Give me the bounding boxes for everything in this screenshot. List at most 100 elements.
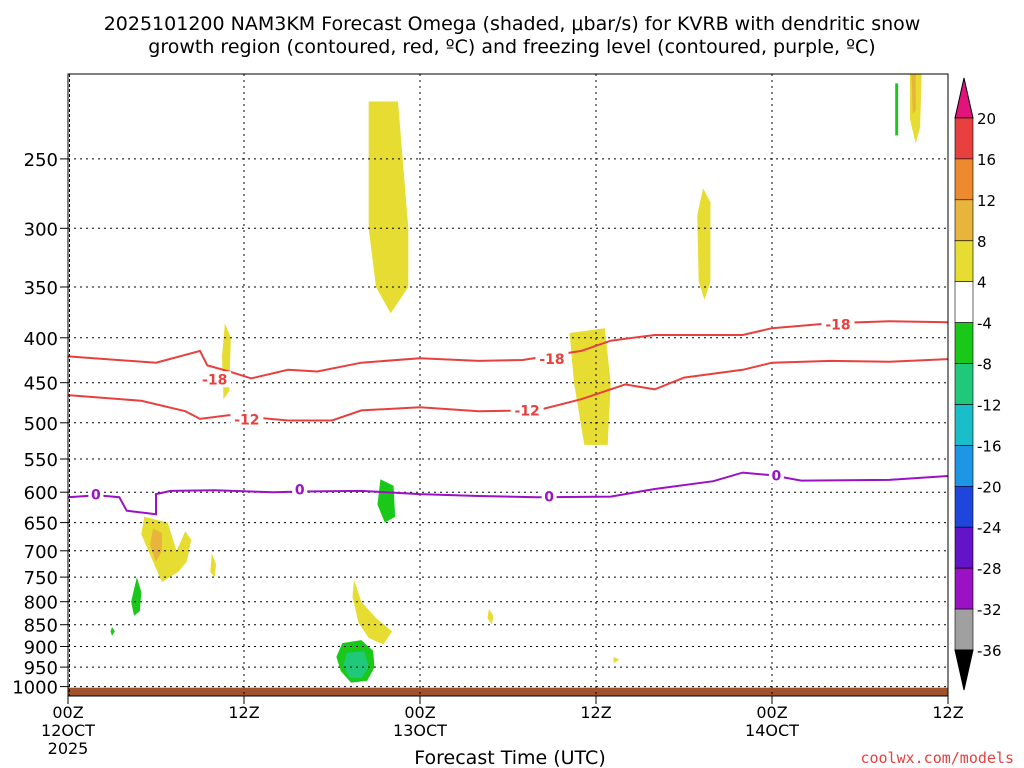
dgz-contour-label-1-1: -12 <box>514 403 539 419</box>
y-tick-label-750: 750 <box>24 568 58 589</box>
x-axis-label: Forecast Time (UTC) <box>414 747 605 768</box>
x-tick-label-5-0: 12Z <box>932 703 963 722</box>
x-tick-label-3-0: 12Z <box>580 703 611 722</box>
freezing-contour-label-0-1: 0 <box>295 483 305 499</box>
colorbar-seg-10 <box>954 526 974 569</box>
omega-region-8 <box>487 608 494 625</box>
freezing-contour-label-0-0: 0 <box>91 488 101 504</box>
omega-region-3 <box>909 74 922 144</box>
colorbar-label-2: 12 <box>977 192 996 210</box>
colorbar-seg-6 <box>954 363 974 405</box>
dgz-contour-label-0-0: -18 <box>202 372 227 388</box>
colorbar-label-11: -28 <box>977 560 1002 578</box>
colorbar-label-3: 8 <box>977 233 987 251</box>
x-tick-label-4-1: 14OCT <box>745 721 799 740</box>
y-tick-label-900: 900 <box>24 638 58 659</box>
freezing-contour-line-0 <box>67 471 949 516</box>
y-tick-label-450: 450 <box>24 374 58 395</box>
freezing-contours: 0 0 0 0 <box>67 467 949 516</box>
colorbar-label-5: -4 <box>977 315 992 333</box>
colorbar-label-7: -12 <box>977 397 1002 415</box>
colorbar-seg-2 <box>954 199 974 242</box>
y-tick-label-550: 550 <box>24 450 58 471</box>
colorbar-seg-3 <box>954 240 974 283</box>
y-tick-label-400: 400 <box>24 329 58 350</box>
colorbar: 20 16 12 8 4 -4 -8 -12 -16 -20 -24 -28 -32 -36 <box>954 77 1002 691</box>
ground-fill <box>68 687 948 696</box>
x-tick-label-2-1: 13OCT <box>393 721 447 740</box>
omega-region-11 <box>911 74 916 114</box>
dgz-contour-label-bg-0-0 <box>198 371 232 388</box>
dgz-contour-label-bg-1-1 <box>510 402 544 419</box>
colorbar-label-12: -32 <box>977 601 1002 619</box>
colorbar-label-9: -20 <box>977 478 1002 496</box>
x-tick-label-4-0: 00Z <box>756 703 787 722</box>
omega-region-13 <box>131 577 142 616</box>
chart-title-line2: growth region (contoured, red, ºC) and f… <box>148 36 875 58</box>
omega-region-0 <box>368 101 409 314</box>
dgz-contour-line-1 <box>67 358 949 422</box>
y-tick-label-300: 300 <box>24 219 58 240</box>
y-tick-label-350: 350 <box>24 278 58 299</box>
omega-region-1 <box>569 328 611 445</box>
colorbar-label-10: -24 <box>977 519 1002 537</box>
colorbar-seg-11 <box>954 567 974 610</box>
plot-area: -18 -18 -18 -12 -12 0 0 0 0 <box>67 73 949 697</box>
y-tick-label-250: 250 <box>24 150 58 171</box>
colorbar-label-4: 4 <box>977 274 987 292</box>
omega-region-10 <box>150 528 162 562</box>
freezing-contour-label-bg-0-0 <box>88 486 104 503</box>
omega-region-6 <box>210 553 217 578</box>
colorbar-label-1: 16 <box>977 151 996 169</box>
grid-lines <box>68 74 948 696</box>
dgz-contour-label-bg-0-2 <box>821 316 855 333</box>
x-tick-label-0-0: 00Z <box>52 703 83 722</box>
colorbar-seg-12 <box>954 608 974 651</box>
y-tick-label-800: 800 <box>24 593 58 614</box>
dgz-contour-label-bg-0-1 <box>535 351 569 368</box>
omega-region-7 <box>352 579 393 645</box>
y-tick-label-700: 700 <box>24 542 58 563</box>
omega-region-14 <box>110 627 115 636</box>
dgz-contours: -18 -18 -18 -12 -12 <box>67 316 949 429</box>
y-tick-label-650: 650 <box>24 514 58 535</box>
dgz-contour-label-0-2: -18 <box>825 317 850 333</box>
omega-region-9 <box>613 656 620 663</box>
colorbar-seg-1 <box>954 158 974 201</box>
x-tick-label-1-0: 12Z <box>228 703 259 722</box>
dgz-contour-label-1-0: -12 <box>234 413 259 429</box>
omega-region-16 <box>895 83 899 136</box>
colorbar-label-6: -8 <box>977 356 992 374</box>
y-axis: 2503003504004505005506006507007508008509… <box>12 150 68 699</box>
freezing-contour-label-bg-0-1 <box>292 481 308 498</box>
y-tick-label-600: 600 <box>24 483 58 504</box>
ground-layer <box>68 687 948 696</box>
colorbar-top-triangle <box>954 77 974 119</box>
dgz-contour-line-0 <box>67 320 949 380</box>
omega-region-17 <box>343 651 369 679</box>
dgz-contour-label-0-1: -18 <box>539 352 564 368</box>
x-tick-label-0-2: 2025 <box>48 739 89 758</box>
x-tick-label-0-1: 12OCT <box>41 721 95 740</box>
omega-region-12 <box>377 479 396 523</box>
colorbar-seg-9 <box>954 485 974 528</box>
freezing-contour-label-bg-0-3 <box>768 467 784 484</box>
y-tick-label-950: 950 <box>24 658 58 679</box>
colorbar-seg-8 <box>954 445 974 487</box>
omega-region-2 <box>697 188 711 300</box>
y-tick-label-850: 850 <box>24 616 58 637</box>
x-tick-label-2-0: 00Z <box>404 703 435 722</box>
colorbar-bottom-triangle <box>954 649 974 691</box>
y-tick-label-500: 500 <box>24 414 58 435</box>
colorbar-label-13: -36 <box>977 642 1002 660</box>
omega-shading <box>110 74 922 683</box>
colorbar-label-0: 20 <box>977 110 996 128</box>
colorbar-label-8: -16 <box>977 437 1002 455</box>
colorbar-seg-0 <box>954 117 974 160</box>
dgz-contour-label-bg-1-0 <box>230 411 264 428</box>
colorbar-seg-5 <box>954 322 974 364</box>
freezing-contour-label-0-3: 0 <box>772 468 782 484</box>
chart-title-line1: 2025101200 NAM3KM Forecast Omega (shaded… <box>104 13 921 35</box>
